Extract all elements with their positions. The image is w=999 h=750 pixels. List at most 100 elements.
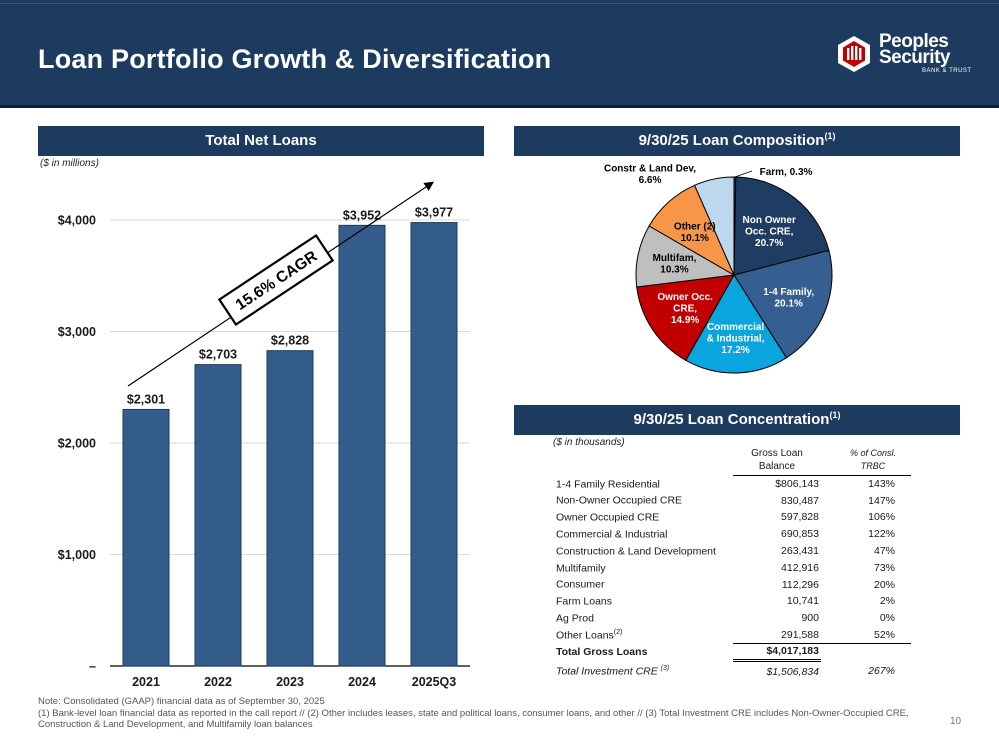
- table-row: 1-4 Family Residential $806,143 143%: [553, 476, 911, 493]
- row-label-text: Ag Prod: [556, 612, 594, 625]
- composition-title: 9/30/25 Loan Composition(1): [514, 126, 960, 156]
- row-balance: 263,431: [781, 545, 819, 558]
- pie-label-other-2: Other (2) 10.1%: [674, 221, 716, 244]
- table-row: Consumer 112,296 20%: [553, 576, 911, 593]
- net-loans-title-text: Total Net Loans: [205, 132, 317, 149]
- loan-concentration-table: Gross Loan Balance % of Consl. TRBC 1-4 …: [553, 447, 911, 682]
- concentration-unit: ($ in thousands): [553, 437, 625, 448]
- pie-label-commercial-industrial: Commercial & Industrial, 17.2%: [707, 322, 765, 356]
- bar-value-label: $2,703: [199, 348, 237, 362]
- net-loans-bar-chart: – $1,000 $2,000 $3,000 $4,000 $2,301 2021 $2,70…: [58, 181, 470, 689]
- bar-2021: [122, 408, 170, 667]
- x-tick-label: 2023: [276, 675, 304, 689]
- row-label: Farm Loans: [553, 593, 733, 610]
- row-pct: 147%: [868, 494, 895, 507]
- row-pct: 20%: [873, 578, 895, 591]
- y-tick-label: $2,000: [58, 437, 96, 451]
- row-balance: 10,741: [786, 595, 819, 608]
- net-loans-unit: ($ in millions): [40, 158, 99, 169]
- investment-cre-row: Total Investment CRE (3) $1,506,834 267%: [553, 660, 911, 682]
- bar-2024: [338, 224, 386, 667]
- row-label-text: Owner Occupied CRE: [556, 511, 660, 524]
- pie-slice: [693, 176, 735, 276]
- bar-2025q3: [410, 222, 458, 667]
- logo-mark-icon: [838, 36, 870, 72]
- row-label-text: Commercial & Industrial: [556, 528, 668, 541]
- composition-title-text: 9/30/25 Loan Composition: [638, 132, 825, 149]
- pie-label-1-4-family: 1-4 Family, 20.1%: [763, 287, 814, 310]
- table-header-row: Gross Loan Balance % of Consl. TRBC: [553, 447, 911, 476]
- row-label-text: Farm Loans: [556, 595, 613, 608]
- row-label-sup: (2): [613, 628, 623, 636]
- bar-value-label: $2,828: [271, 334, 309, 348]
- col-header-balance-line1: Gross Loan: [751, 448, 803, 459]
- y-tick-label: $4,000: [58, 214, 96, 228]
- total-label: Total Gross Loans: [556, 645, 648, 658]
- pie-slice: [733, 249, 833, 359]
- row-label: Other Loans(2): [553, 627, 733, 644]
- col-header-pct: % of Consl. TRBC: [821, 447, 911, 476]
- investment-label: Total Investment CRE (3): [553, 660, 733, 682]
- pie-label-multifam: Multifam, 10.3%: [653, 253, 697, 276]
- cagr-callout: 15.6% CAGR: [217, 233, 335, 327]
- row-balance: 597,828: [781, 511, 819, 524]
- row-label-text: Consumer: [556, 578, 605, 591]
- row-balance: $806,143: [775, 478, 819, 491]
- x-tick-label: 2022: [204, 675, 232, 689]
- table-row: Farm Loans 10,741 2%: [553, 593, 911, 610]
- row-label: Ag Prod: [553, 610, 733, 627]
- pie-label-owner-occ-cre: Owner Occ. CRE, 14.9%: [657, 292, 713, 326]
- cagr-box: [217, 233, 335, 327]
- table-row: Commercial & Industrial 690,853 122%: [553, 526, 911, 543]
- page-title: Loan Portfolio Growth & Diversification: [38, 44, 552, 74]
- row-balance: 112,296: [781, 578, 819, 591]
- logo-wordmark-line2: Security: [879, 47, 950, 68]
- table-body: 1-4 Family Residential $806,143 143% Non-Ow…: [553, 476, 911, 683]
- row-pct: 73%: [873, 561, 895, 574]
- logo-tagline: BANK & TRUST: [922, 68, 972, 74]
- bar-2023: [266, 350, 314, 667]
- row-label-text: 1-4 Family Residential: [556, 478, 660, 491]
- bar-value-label: $3,952: [343, 208, 381, 222]
- y-tick-label: $3,000: [58, 325, 96, 339]
- row-balance: 900: [801, 612, 819, 625]
- investment-label-text: Total Investment CRE: [556, 665, 658, 678]
- footnote: Note: Consolidated (GAAP) financial data…: [38, 696, 918, 731]
- bar-value-label: $2,301: [127, 392, 165, 406]
- total-pct: [821, 643, 911, 660]
- row-label-text: Multifamily: [556, 562, 606, 575]
- row-balance: 690,853: [781, 528, 819, 541]
- row-label: Non-Owner Occupied CRE: [553, 492, 733, 509]
- footnote-line1: Note: Consolidated (GAAP) financial data…: [38, 696, 325, 707]
- col-header-pct-line1: % of Consl.: [849, 448, 897, 458]
- row-pct: 122%: [868, 528, 895, 541]
- row-label-text: Other Loans: [556, 629, 614, 642]
- total-balance: $4,017,183: [733, 642, 821, 662]
- row-label: Construction & Land Development: [553, 543, 733, 560]
- row-balance: 291,588: [733, 626, 821, 644]
- bar-value-label: $3,977: [415, 206, 453, 220]
- row-balance: 412,916: [781, 561, 819, 574]
- concentration-title: 9/30/25 Loan Concentration(1): [514, 405, 960, 435]
- table-row: Ag Prod 900 0%: [553, 610, 911, 627]
- composition-title-sup: (1): [824, 131, 836, 141]
- table-row: Construction & Land Development 263,431 47…: [553, 543, 911, 560]
- row-label: Owner Occupied CRE: [553, 509, 733, 526]
- col-header-balance: Gross Loan Balance: [733, 447, 821, 476]
- row-label: Multifamily: [553, 559, 733, 576]
- table-row: Other Loans(2) 291,588 52%: [553, 626, 911, 644]
- x-tick-label: 2025Q3: [412, 675, 457, 689]
- table-row: Multifamily 412,916 73%: [553, 559, 911, 576]
- row-label: Commercial & Industrial: [553, 526, 733, 543]
- row-label: Consumer: [553, 576, 733, 593]
- row-label: 1-4 Family Residential: [553, 476, 733, 493]
- logo-wordmark-line1: Peoples: [879, 31, 949, 52]
- concentration-title-sup: (1): [829, 410, 841, 420]
- pie-label-farm: Farm, 0.3%: [760, 167, 813, 178]
- row-pct: 47%: [873, 545, 895, 558]
- row-pct: 52%: [821, 626, 911, 644]
- row-pct: 2%: [879, 595, 895, 608]
- total-row: Total Gross Loans $4,017,183: [553, 642, 911, 662]
- pie-leader-line: [734, 170, 753, 178]
- row-label-text: Construction & Land Development: [556, 545, 716, 558]
